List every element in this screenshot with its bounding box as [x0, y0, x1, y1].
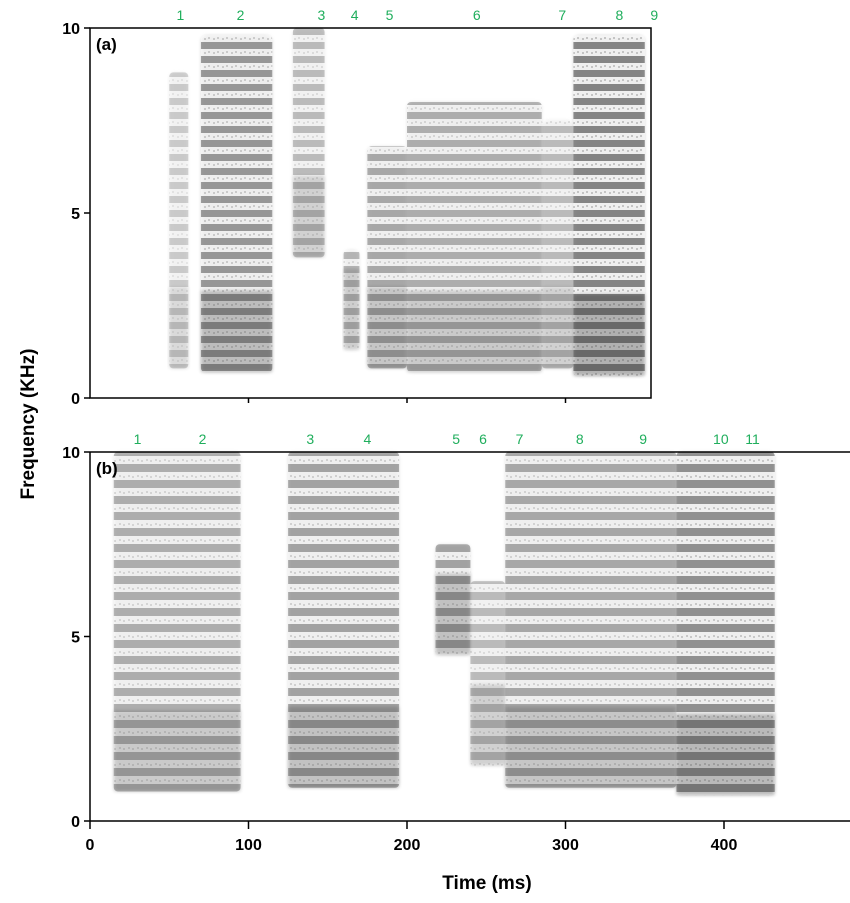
- x-axis-title: Time (ms): [442, 873, 531, 894]
- energy-region: [435, 544, 471, 655]
- segment-marker: 6: [479, 431, 487, 447]
- segment-marker: 9: [639, 431, 647, 447]
- segment-marker: 1: [134, 431, 142, 447]
- segment-marker: 4: [351, 7, 359, 23]
- energy-region: [505, 452, 677, 788]
- energy-region: [292, 28, 325, 258]
- segment-marker: 5: [386, 7, 394, 23]
- segment-marker: 5: [452, 431, 460, 447]
- segment-marker: 10: [713, 431, 729, 447]
- segment-marker: 2: [199, 431, 207, 447]
- y-tick-label: 5: [71, 206, 80, 223]
- y-tick-label: 0: [71, 391, 80, 408]
- panel-b-markers: 1 2 3 4 5 6 7 8 9 10 11: [134, 431, 760, 447]
- y-tick-label: 10: [62, 21, 80, 38]
- panel-a: (a) 0 5 10 1 2 3 4 5 6 7 8 9: [62, 7, 658, 408]
- segment-marker: 3: [318, 7, 326, 23]
- segment-marker: 2: [237, 7, 245, 23]
- energy-region: [573, 35, 645, 376]
- energy-region: [407, 102, 542, 373]
- segment-marker: 7: [558, 7, 566, 23]
- energy-region: [200, 35, 273, 373]
- segment-marker: 8: [576, 431, 584, 447]
- segment-marker: 6: [473, 7, 481, 23]
- y-tick-label: 10: [62, 445, 80, 462]
- energy-region: [676, 452, 775, 796]
- x-axis: 0 100 200 300 400: [86, 821, 738, 854]
- panel-a-markers: 1 2 3 4 5 6 7 8 9: [176, 7, 658, 403]
- segment-marker: 8: [615, 7, 623, 23]
- panel-a-y-axis: 0 5 10: [62, 21, 90, 408]
- panel-b-regions: [113, 452, 775, 796]
- x-tick-label: 100: [235, 837, 262, 854]
- panel-b-y-axis: 0 5 10: [62, 445, 90, 831]
- panel-b-label: (b): [96, 459, 118, 478]
- panel-a-label: (a): [96, 35, 117, 54]
- energy-region: [343, 250, 360, 350]
- y-tick-label: 0: [71, 814, 80, 831]
- segment-marker: 11: [745, 431, 760, 447]
- x-tick-label: 300: [552, 837, 579, 854]
- energy-region: [541, 120, 574, 369]
- energy-region: [169, 72, 189, 369]
- segment-marker: 1: [176, 7, 184, 23]
- panel-a-regions: [169, 28, 645, 376]
- y-axis-title: Frequency (KHz): [18, 349, 39, 500]
- segment-marker: 9: [650, 7, 658, 23]
- x-tick-label: 0: [86, 837, 95, 854]
- y-tick-label: 5: [71, 630, 80, 647]
- energy-region: [470, 581, 506, 766]
- segment-marker: 4: [363, 431, 371, 447]
- x-tick-label: 200: [394, 837, 421, 854]
- energy-region: [113, 452, 241, 792]
- x-tick-label: 400: [711, 837, 738, 854]
- energy-region: [288, 452, 400, 788]
- energy-region: [367, 146, 407, 369]
- segment-marker: 7: [516, 431, 524, 447]
- panel-b: (b) 0 5 10 1 2 3 4 5 6 7 8 9 10 11 0 100 200 300 400: [62, 431, 850, 854]
- segment-marker: 3: [306, 431, 314, 447]
